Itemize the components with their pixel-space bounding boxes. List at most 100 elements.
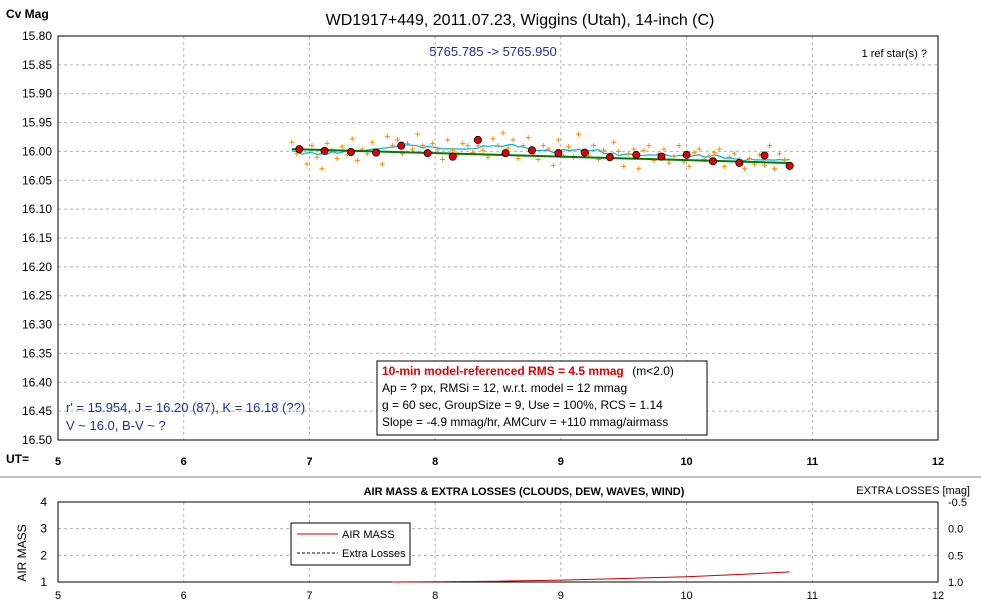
bottom-series-layer	[392, 571, 790, 583]
data-point	[314, 154, 320, 160]
data-point	[379, 161, 385, 167]
data-point	[515, 155, 521, 161]
date-range-annotation: 5765.785 -> 5765.950	[429, 44, 557, 59]
rms-info-box: 10-min model-referenced RMS = 4.5 mmag (…	[376, 360, 708, 436]
group-average-marker	[580, 148, 589, 157]
data-point	[495, 143, 501, 149]
top-y-tick-label: 15.80	[22, 29, 52, 43]
rms-headline: 10-min model-referenced RMS = 4.5 mmag	[382, 364, 624, 378]
data-point	[500, 130, 506, 136]
data-point	[706, 153, 712, 159]
data-point	[616, 148, 622, 154]
data-point	[777, 151, 783, 157]
catalog-annotation-2: V ~ 16.0, B-V ~ ?	[66, 418, 166, 433]
svg-text:10-min model-referenced RMS =: 10-min model-referenced RMS = 4.5 mmag (…	[382, 362, 674, 379]
data-point	[591, 143, 597, 149]
rms-headline-suffix: (m<2.0)	[632, 364, 674, 378]
data-point	[354, 158, 360, 164]
top-y-tick-label: 16.05	[22, 173, 52, 187]
airmass-tick-label: 4	[40, 495, 47, 509]
top-y-tick-label: 15.95	[22, 116, 52, 130]
data-point	[309, 143, 315, 149]
group-average-marker	[346, 148, 355, 157]
group-average-marker	[682, 150, 691, 159]
data-point	[520, 143, 526, 149]
group-average-marker	[554, 149, 563, 158]
top-y-tick-label: 16.40	[22, 375, 52, 389]
top-y-tick-label: 16.00	[22, 144, 52, 158]
bottom-x-tick-label: 10	[680, 590, 692, 602]
top-y-tick-label: 16.35	[22, 346, 52, 360]
top-x-tick-label: 8	[432, 456, 438, 468]
group-average-marker	[372, 148, 381, 157]
top-x-tick-label: 7	[306, 456, 312, 468]
extra-losses-tick-label: -0.5	[948, 497, 967, 509]
data-point	[721, 163, 727, 169]
bottom-x-tick-label: 9	[558, 590, 564, 602]
bottom-x-tick-label: 8	[432, 590, 438, 602]
data-point	[762, 162, 768, 168]
data-point	[555, 137, 561, 143]
data-point	[661, 146, 667, 152]
top-y-tick-label: 16.45	[22, 404, 52, 418]
data-point	[465, 143, 471, 149]
data-point	[304, 161, 310, 167]
bottom-chart-title: AIR MASS & EXTRA LOSSES (CLOUDS, DEW, WA…	[364, 486, 685, 498]
data-point	[369, 139, 375, 145]
catalog-annotation-1: r' = 15.954, J = 16.20 (87), K = 16.18 (…	[66, 400, 305, 415]
group-average-marker	[605, 153, 614, 162]
top-y-tick-label: 16.15	[22, 231, 52, 245]
data-point	[475, 143, 481, 149]
data-point	[631, 146, 637, 152]
top-y-tick-label: 15.90	[22, 87, 52, 101]
data-point	[575, 131, 581, 137]
data-point	[510, 137, 516, 143]
data-point	[415, 131, 421, 137]
data-point	[611, 139, 617, 145]
top-y-tick-label: 15.85	[22, 58, 52, 72]
top-tick-labels: 5 6 7 8 9 10 11 12 15.80 15.85 15.90 15.95 16.00 16.0…	[22, 29, 944, 468]
data-point	[334, 155, 340, 161]
data-point	[746, 155, 752, 161]
data-point	[767, 143, 773, 149]
bottom-x-tick-label: 11	[807, 590, 818, 602]
group-average-marker	[320, 146, 329, 155]
top-series-layer	[289, 130, 794, 172]
bottom-legend: AIR MASS Extra Losses	[290, 522, 411, 566]
data-point	[324, 140, 330, 146]
data-point	[772, 166, 778, 172]
airmass-line	[392, 571, 790, 583]
group-average-marker	[735, 158, 744, 167]
group-average-marker	[423, 149, 432, 158]
data-point	[435, 146, 441, 152]
data-point	[782, 157, 788, 163]
data-point	[319, 166, 325, 172]
group-average-marker	[527, 146, 536, 155]
rms-line-2: Ap = ? px, RMSi = 12, w.r.t. model = 12 …	[382, 381, 627, 395]
group-average-marker	[473, 135, 482, 144]
y-axis-label: Cv Mag	[6, 7, 49, 21]
data-point	[636, 166, 642, 172]
data-point	[716, 146, 722, 152]
data-point	[535, 157, 541, 163]
data-point	[601, 147, 607, 153]
top-y-tick-label: 16.10	[22, 202, 52, 216]
data-point	[686, 163, 692, 169]
bottom-x-tick-label: 7	[306, 590, 312, 602]
data-point	[480, 147, 486, 153]
rms-line-3: g = 60 sec, GroupSize = 9, Use = 100%, R…	[382, 398, 663, 412]
chart-title: WD1917+449, 2011.07.23, Wiggins (Utah), …	[326, 12, 715, 29]
data-point	[726, 154, 732, 160]
airmass-axis-label: AIR MASS	[15, 524, 29, 581]
data-point	[641, 147, 647, 153]
data-point	[711, 150, 717, 156]
data-point	[671, 153, 677, 159]
group-average-marker	[785, 161, 794, 170]
top-x-tick-label: 9	[558, 456, 564, 468]
top-x-tick-label: 10	[680, 456, 692, 468]
data-point	[450, 147, 456, 153]
top-x-tick-label: 11	[806, 456, 818, 468]
data-point	[289, 139, 295, 145]
